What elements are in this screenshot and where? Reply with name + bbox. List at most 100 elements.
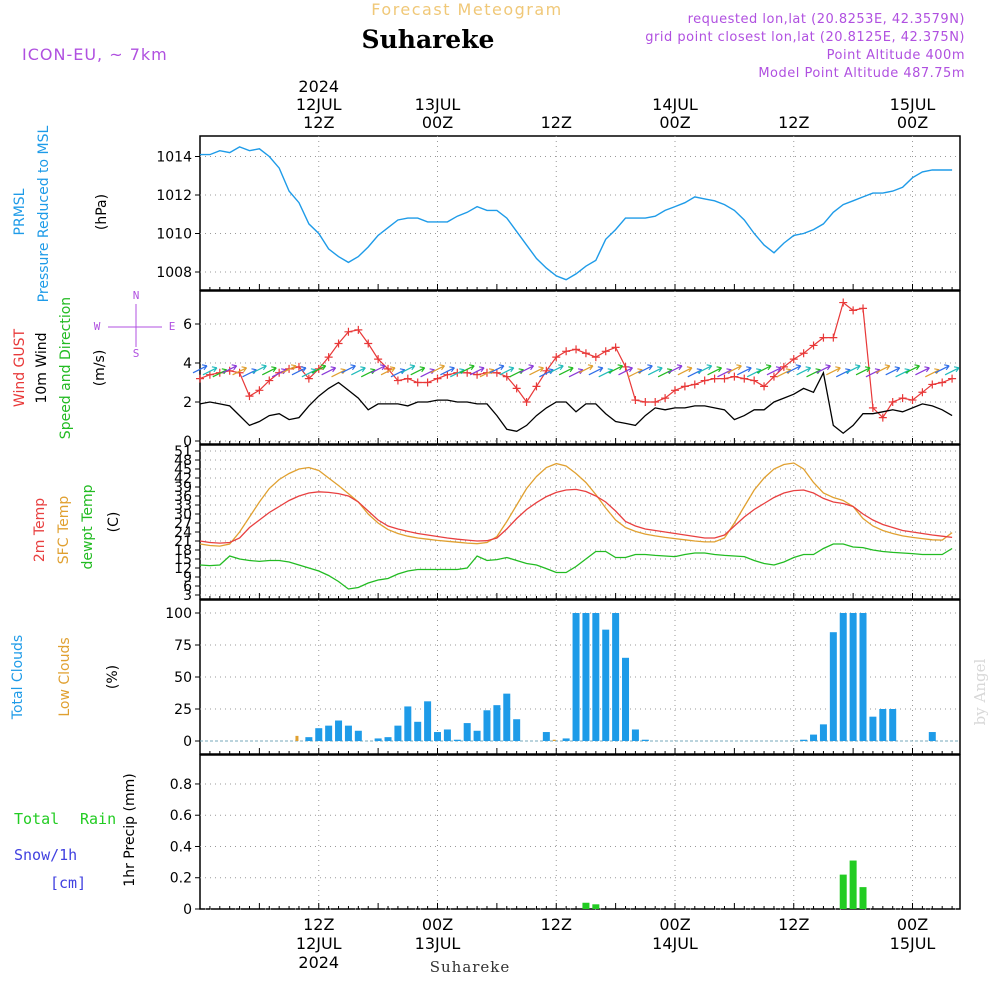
total-cloud-bar <box>839 613 847 741</box>
model-altitude: Model Point Altitude 487.75m <box>758 66 965 81</box>
top-time-label: 00Z <box>422 113 453 132</box>
pressure-unit-label: (hPa) <box>94 194 110 230</box>
gust-marker <box>433 374 442 383</box>
wind-direction-arrow <box>380 366 396 376</box>
wind-direction-arrow <box>311 364 327 374</box>
gust-marker <box>700 376 709 385</box>
total-cloud-bar <box>493 705 501 741</box>
temperature-ytick-label: 15 <box>174 552 192 568</box>
wind-direction-arrow <box>618 366 634 376</box>
wind-direction-arrow <box>321 366 337 376</box>
gust-marker <box>651 398 660 406</box>
requested-coords: requested lon,lat (20.8253E, 42.3579N) <box>688 12 965 27</box>
gust-marker <box>868 403 877 412</box>
gust-marker <box>443 370 452 379</box>
gust-marker <box>779 362 788 371</box>
wind-direction-arrow <box>855 366 871 376</box>
wind-direction-arrow <box>944 366 960 376</box>
gust-marker <box>730 372 739 381</box>
wind-ytick-label: 2 <box>183 395 192 411</box>
wind-direction-arrow <box>341 364 356 374</box>
total-cloud-bar <box>849 613 857 741</box>
wind-direction-arrow <box>885 366 901 376</box>
wind-direction-arrow <box>400 364 416 374</box>
bottom-time-label: 2024 <box>298 953 339 972</box>
pressure-ytick-label: 1014 <box>156 150 192 166</box>
gust-marker <box>938 378 947 387</box>
total-cloud-bar <box>404 706 412 741</box>
wind-direction-arrow <box>202 366 218 376</box>
temperature-ytick-label: 6 <box>183 579 192 595</box>
gust-marker <box>473 370 482 379</box>
gust-marker <box>354 325 363 334</box>
gust-marker <box>245 392 254 401</box>
wind-direction-arrow <box>529 366 544 376</box>
wind-direction-arrow <box>727 364 742 374</box>
wind-direction-arrow <box>489 364 505 374</box>
gust-marker <box>948 374 957 383</box>
gust-marker <box>661 394 670 403</box>
gust-marker <box>760 382 769 391</box>
clouds-ytick-label: 25 <box>174 702 192 718</box>
wind-direction-arrow <box>558 366 574 376</box>
total-cloud-bar <box>612 613 620 741</box>
temperature-panel <box>199 444 961 600</box>
clouds-ytick-label: 75 <box>174 638 192 654</box>
gust-marker <box>859 304 868 313</box>
temp2m-label: 2m Temp <box>32 498 48 562</box>
total-cloud-bar <box>335 720 343 741</box>
rain-bar <box>582 902 590 909</box>
total-cloud-bar <box>305 737 313 741</box>
gust-marker <box>205 370 214 379</box>
wind-direction-arrow <box>291 366 307 376</box>
temperature-ytick-label: 45 <box>174 462 192 478</box>
wind-direction-arrow <box>440 366 455 376</box>
gust-marker <box>908 396 917 405</box>
precip-total-label: Total <box>14 810 59 828</box>
total-cloud-bar <box>483 710 491 741</box>
wind-direction-arrow <box>826 366 841 376</box>
wind-direction-arrow <box>578 364 594 374</box>
temperature-ytick-label: 12 <box>174 561 192 577</box>
clouds-ytick-label: 50 <box>174 670 192 686</box>
temperature-ytick-label: 21 <box>174 534 192 550</box>
wind-direction-arrow <box>796 366 812 376</box>
gust-marker <box>750 376 759 385</box>
total-cloud-bar <box>453 739 461 741</box>
rain-bar <box>859 887 867 909</box>
total-cloud-bar <box>800 739 808 741</box>
gust-marker <box>690 380 699 389</box>
wind-direction-arrow <box>608 364 624 374</box>
wind-direction-arrow <box>222 364 238 374</box>
bottom-time-label: 12Z <box>303 915 334 934</box>
gust-marker <box>463 368 472 377</box>
compass-e: E <box>169 320 176 333</box>
precip-snow-unit: [cm] <box>50 874 86 892</box>
gust-marker <box>196 374 204 383</box>
clouds-ytick-label: 100 <box>165 606 192 622</box>
wind-direction-arrow <box>707 366 723 376</box>
total-cloud-bar <box>562 738 570 741</box>
wind-direction-arrow <box>281 364 297 374</box>
gust-marker <box>413 378 422 387</box>
gust-marker <box>740 374 749 383</box>
prmsl-label: PRMSL <box>12 188 28 235</box>
wind-direction-arrow <box>786 364 802 374</box>
dewpt-label: dewpt Temp <box>80 484 96 569</box>
grid-point-coords: grid point closest lon,lat (20.8125E, 42… <box>645 30 965 45</box>
precip-ytick-label: 0 <box>183 902 192 918</box>
chart-marks: 1008101010121014024636912151821242730333… <box>156 77 960 972</box>
compass-s: S <box>133 347 140 360</box>
wind-direction-arrow <box>588 366 604 376</box>
temperature-ytick-label: 18 <box>174 543 192 559</box>
wind-direction-arrow <box>697 364 713 374</box>
gust-marker <box>680 382 689 391</box>
rain-bar <box>849 860 857 909</box>
low-clouds-label: Low Clouds <box>57 637 73 716</box>
gust-marker <box>304 374 313 383</box>
gust-label: Wind GUST <box>12 328 28 407</box>
gust-line <box>199 301 953 419</box>
gust-marker <box>374 355 383 364</box>
wind-direction-arrow <box>262 366 277 376</box>
